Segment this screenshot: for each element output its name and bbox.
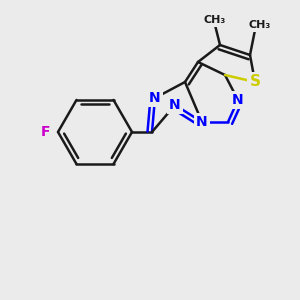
Text: N: N xyxy=(169,98,181,112)
Text: F: F xyxy=(41,125,51,139)
Text: N: N xyxy=(149,91,161,105)
Text: S: S xyxy=(250,74,260,89)
Text: N: N xyxy=(196,115,208,129)
Text: CH₃: CH₃ xyxy=(249,20,271,30)
Text: N: N xyxy=(232,93,244,107)
Text: CH₃: CH₃ xyxy=(204,15,226,25)
